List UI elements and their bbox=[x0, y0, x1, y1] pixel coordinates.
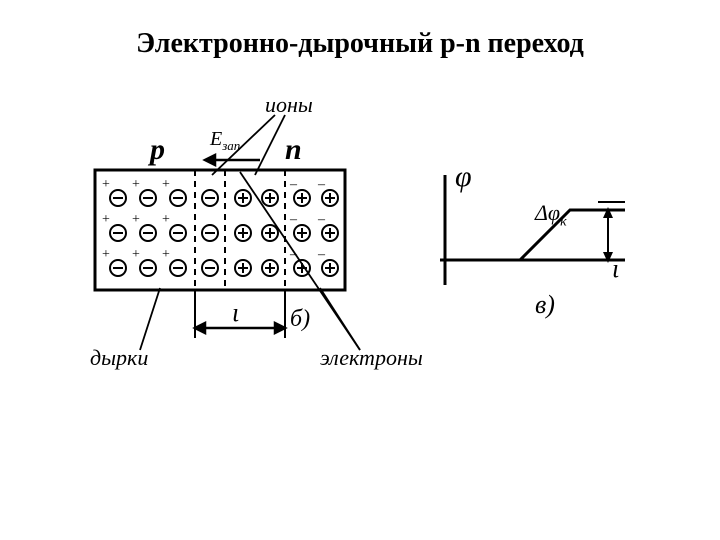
b-label: б) bbox=[290, 306, 310, 333]
svg-text:–: – bbox=[317, 177, 326, 192]
electrons-label: электроны bbox=[320, 345, 423, 371]
svg-text:+: + bbox=[132, 177, 140, 192]
p-label: p bbox=[150, 133, 165, 167]
svg-text:+: + bbox=[162, 212, 170, 227]
l-right-label: ι bbox=[612, 254, 619, 284]
svg-text:–: – bbox=[317, 247, 326, 262]
ions-label: ионы bbox=[265, 92, 313, 118]
holes-label: дырки bbox=[90, 345, 148, 371]
e-field-label: Eзап bbox=[210, 128, 240, 154]
dashed-boundaries bbox=[195, 170, 285, 290]
svg-text:+: + bbox=[102, 247, 110, 262]
holes-pointer bbox=[140, 288, 160, 350]
svg-text:+: + bbox=[132, 247, 140, 262]
width-l-arrow bbox=[195, 323, 285, 333]
depletion-right bbox=[235, 190, 278, 276]
svg-text:+: + bbox=[162, 177, 170, 192]
l-bottom-label: ι bbox=[232, 298, 239, 328]
delta-phi-label: Δφк bbox=[535, 200, 567, 230]
svg-text:+: + bbox=[102, 177, 110, 192]
phi-label: φ bbox=[455, 160, 472, 194]
svg-text:+: + bbox=[102, 212, 110, 227]
depletion-left bbox=[202, 190, 218, 276]
svg-text:–: – bbox=[317, 212, 326, 227]
svg-text:+: + bbox=[162, 247, 170, 262]
n-label: n bbox=[285, 133, 302, 167]
svg-text:+: + bbox=[132, 212, 140, 227]
v-label: в) bbox=[535, 290, 555, 320]
svg-text:–: – bbox=[289, 212, 298, 227]
n-side-charges: –– –– –– bbox=[289, 177, 338, 276]
svg-text:–: – bbox=[289, 177, 298, 192]
bottom-extensions bbox=[195, 290, 285, 338]
p-side-charges: + + + + + + + + + bbox=[102, 177, 186, 276]
